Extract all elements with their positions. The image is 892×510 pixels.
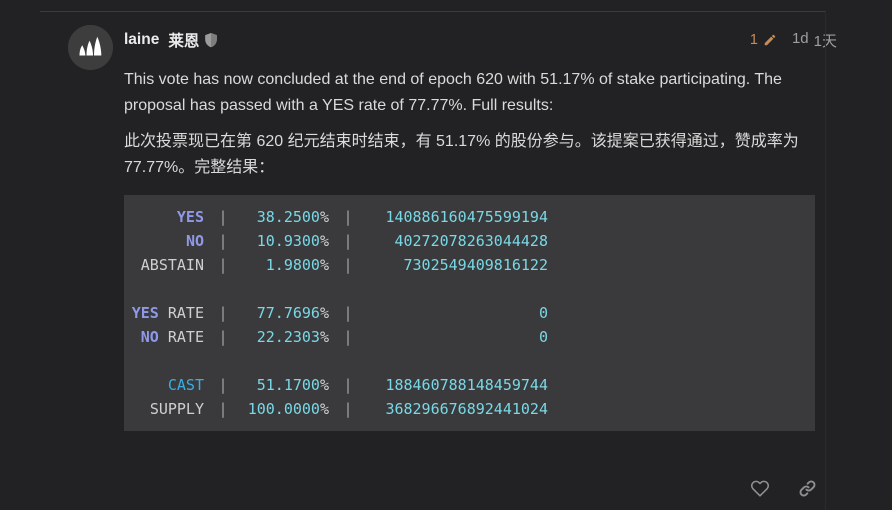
link-icon bbox=[798, 479, 817, 498]
pipe: | bbox=[343, 328, 353, 346]
pipe: | bbox=[343, 232, 353, 250]
results-row-yes: YES | 38.2500% | 140886160475599194 bbox=[130, 205, 805, 229]
pipe: | bbox=[218, 376, 228, 394]
username-translated[interactable]: 莱恩 bbox=[168, 33, 200, 50]
post-header: laine 莱恩 1 bbox=[124, 25, 837, 55]
shield-icon bbox=[204, 32, 218, 48]
edit-count-value: 1 bbox=[749, 32, 758, 48]
pipe: | bbox=[218, 304, 228, 322]
share-link-button[interactable] bbox=[798, 479, 817, 498]
pipe: | bbox=[218, 232, 228, 250]
pipe: | bbox=[343, 256, 353, 274]
pipe: | bbox=[343, 208, 353, 226]
post-main: laine 莱恩 1 bbox=[124, 25, 837, 498]
content-edge-divider bbox=[825, 11, 826, 510]
vote-results-codeblock: YES | 38.2500% | 140886160475599194 NO | 10.93… bbox=[124, 195, 815, 431]
paragraph-zh: 此次投票现已在第 620 纪元结束时结束，有 51.17% 的股份参与。该提案已… bbox=[124, 133, 799, 176]
pipe: | bbox=[218, 256, 228, 274]
forum-post: laine 莱恩 1 bbox=[68, 25, 837, 498]
username[interactable]: laine bbox=[124, 31, 160, 48]
pipe: | bbox=[343, 376, 353, 394]
paragraph-en: This vote has now concluded at the end o… bbox=[124, 71, 782, 114]
topic-divider bbox=[40, 11, 825, 12]
results-row-supply: SUPPLY | 100.0000% | 368296676892441024 bbox=[130, 397, 805, 421]
results-row-yes-rate: YES RATE | 77.7696% | 0 bbox=[130, 301, 805, 325]
pipe: | bbox=[218, 400, 228, 418]
post-body: This vote has now concluded at the end o… bbox=[124, 67, 837, 431]
results-row-abstain: ABSTAIN | 1.9800% | 7302549409816122 bbox=[130, 253, 805, 277]
like-button[interactable] bbox=[750, 479, 770, 498]
pipe: | bbox=[343, 400, 353, 418]
avatar[interactable] bbox=[68, 25, 113, 70]
post-age[interactable]: 1d 1天 bbox=[792, 30, 837, 51]
post-meta: 1 1d 1天 bbox=[750, 30, 837, 51]
pencil-icon bbox=[763, 33, 777, 47]
laine-logo-icon bbox=[68, 25, 113, 70]
heart-icon bbox=[750, 479, 770, 498]
results-row-blank bbox=[130, 277, 805, 301]
results-row-blank bbox=[130, 349, 805, 373]
results-row-no: NO | 10.9300% | 40272078263044428 bbox=[130, 229, 805, 253]
pipe: | bbox=[218, 328, 228, 346]
results-row-cast: CAST | 51.1700% | 188460788148459744 bbox=[130, 373, 805, 397]
pipe: | bbox=[218, 208, 228, 226]
results-row-no-rate: NO RATE | 22.2303% | 0 bbox=[130, 325, 805, 349]
pipe: | bbox=[343, 304, 353, 322]
post-actions bbox=[124, 479, 837, 498]
edit-count-button[interactable]: 1 bbox=[750, 32, 777, 48]
post-age-en: 1d bbox=[791, 29, 809, 47]
